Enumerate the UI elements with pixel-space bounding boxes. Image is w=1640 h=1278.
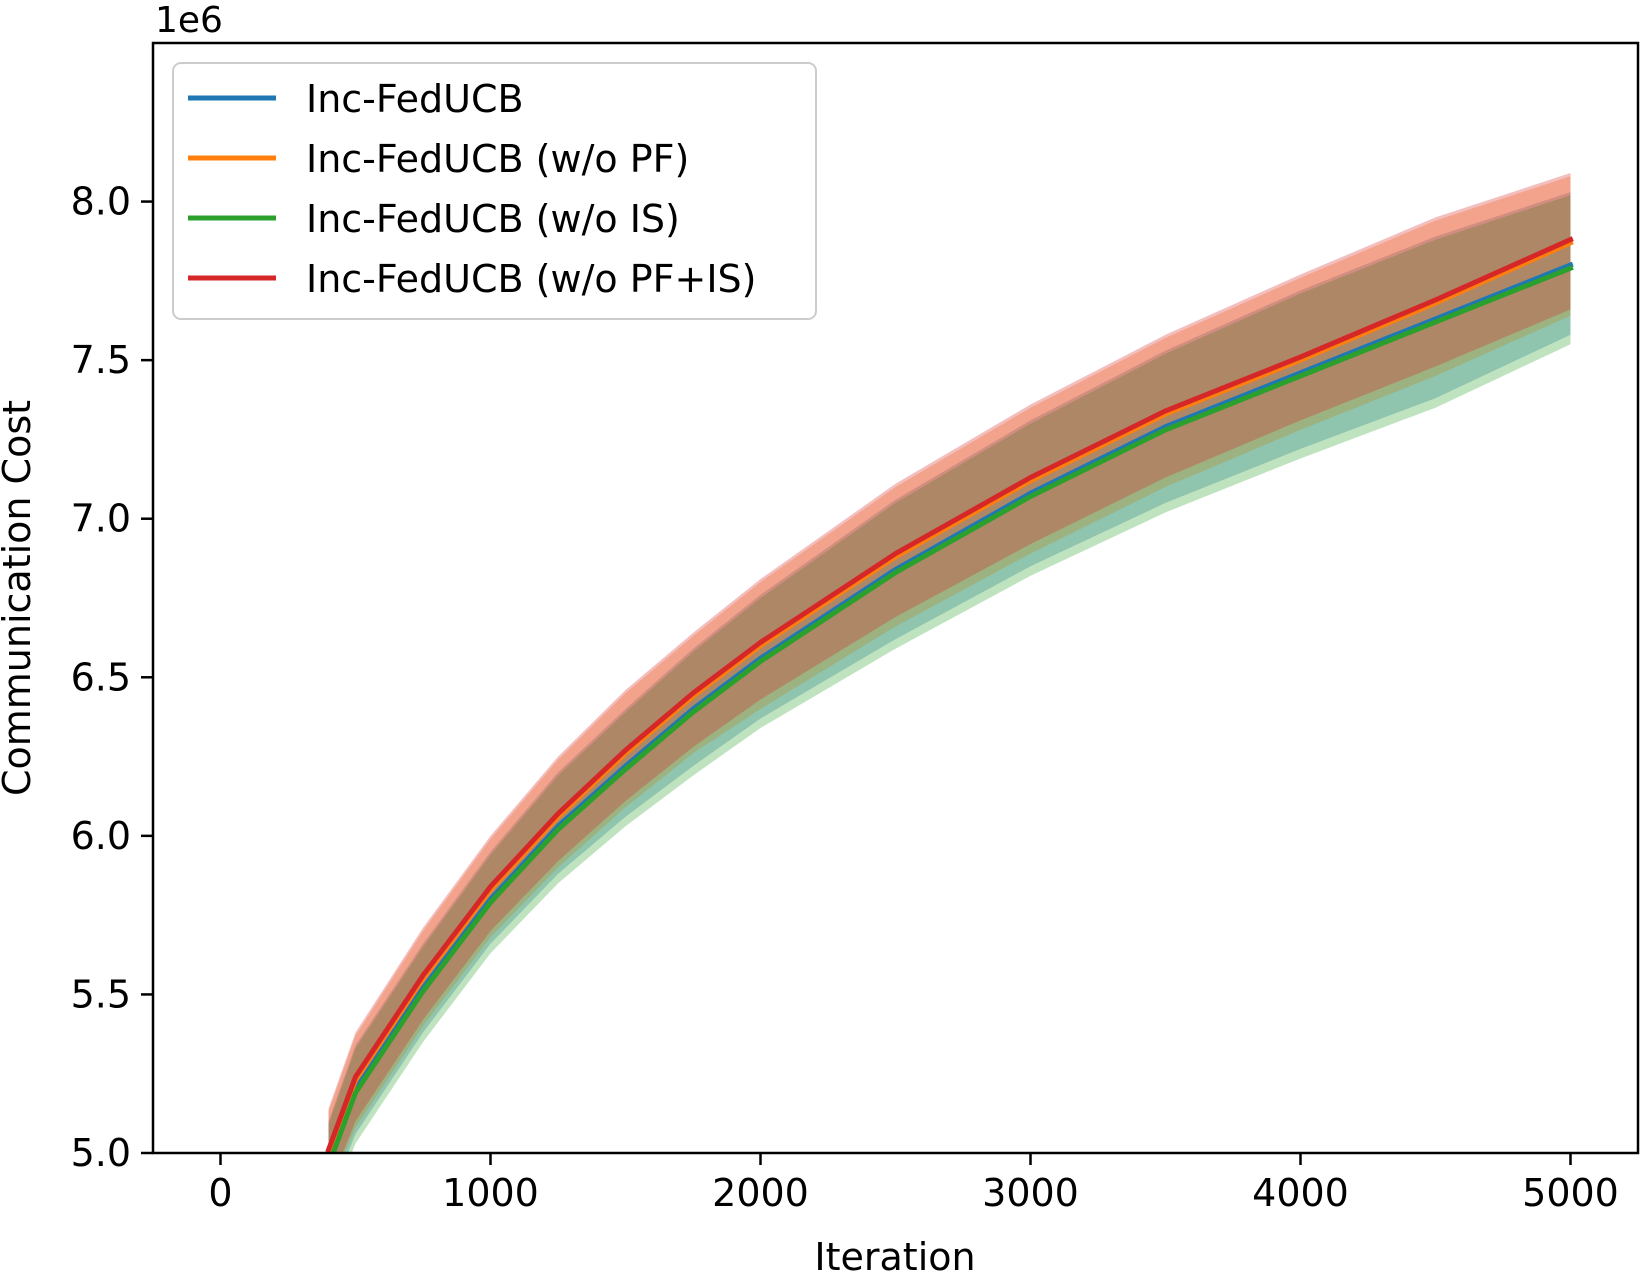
- y-tick-label: 7.5: [71, 338, 131, 382]
- x-tick-label: 4000: [1252, 1171, 1349, 1215]
- x-axis-ticks: 0 1000 2000 3000 4000 5000: [208, 1153, 1619, 1215]
- series-line-3: [325, 236, 1574, 1153]
- legend-label-1: Inc-FedUCB (w/o PF): [306, 137, 689, 181]
- legend-box: [172, 62, 817, 320]
- y-axis-label: Communication Cost: [0, 400, 39, 796]
- legend-label-2: Inc-FedUCB (w/o IS): [306, 197, 680, 241]
- confidence-band-0: [328, 192, 1571, 1153]
- y-tick-label: 5.0: [71, 1131, 131, 1175]
- y-tick-label: 5.5: [71, 972, 131, 1016]
- series-line-2: [330, 264, 1574, 1153]
- plot-frame: [151, 41, 1640, 1155]
- y-tick-label: 6.5: [71, 655, 131, 699]
- x-tick-label: 2000: [712, 1171, 809, 1215]
- y-tick-label: 8.0: [71, 180, 131, 224]
- confidence-band-2: [328, 195, 1571, 1153]
- x-tick-label: 1000: [442, 1171, 539, 1215]
- x-tick-label: 3000: [982, 1171, 1079, 1215]
- y-axis-ticks: 5.0 5.5 6.0 6.5 7.0 7.5 8.0: [71, 180, 153, 1175]
- y-offset-label: 1e6: [155, 0, 223, 41]
- confidence-bands: [328, 173, 1571, 1153]
- confidence-band-3: [328, 173, 1571, 1153]
- confidence-band-1: [328, 176, 1571, 1153]
- series-lines: [325, 236, 1574, 1153]
- x-tick-label: 5000: [1522, 1171, 1619, 1215]
- x-axis-label: Iteration: [814, 1235, 975, 1278]
- legend-label-0: Inc-FedUCB: [306, 77, 524, 121]
- y-tick-label: 7.0: [71, 497, 131, 541]
- y-tick-label: 6.0: [71, 814, 131, 858]
- x-tick-label: 0: [208, 1171, 232, 1215]
- legend: Inc-FedUCB Inc-FedUCB (w/o PF) Inc-FedUCB …: [172, 62, 817, 320]
- legend-label-3: Inc-FedUCB (w/o PF+IS): [306, 257, 756, 301]
